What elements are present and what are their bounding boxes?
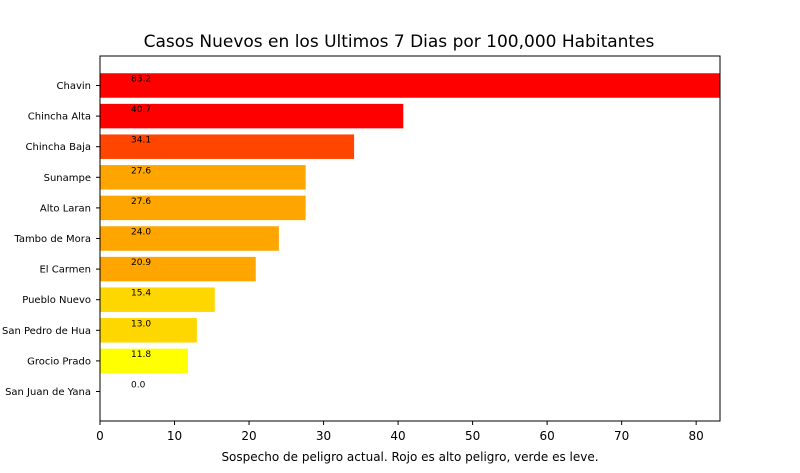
x-axis: 0 10 20 30 40 50 60 70 80 xyxy=(96,421,704,443)
category-label: Chincha Baja xyxy=(26,142,91,153)
x-tick-label: 30 xyxy=(316,429,331,443)
chart-title: Casos Nuevos en los Ultimos 7 Dias por 1… xyxy=(144,32,655,52)
category-label: San Juan de Yana xyxy=(5,387,91,398)
category-label: Chincha Alta xyxy=(28,112,91,123)
bars-group xyxy=(100,73,720,374)
data-label: 11.8 xyxy=(131,350,151,360)
x-axis-label: Sospecho de peligro actual. Rojo es alto… xyxy=(221,450,598,464)
data-label: 34.1 xyxy=(131,136,151,146)
bar xyxy=(100,134,355,159)
bar xyxy=(100,103,404,129)
x-tick-label: 40 xyxy=(390,429,405,443)
x-tick-label: 50 xyxy=(465,429,480,443)
bar xyxy=(100,195,306,221)
category-label: San Pedro de Hua xyxy=(2,326,91,337)
category-label: Alto Laran xyxy=(40,203,91,214)
x-tick-label: 70 xyxy=(614,429,629,443)
bar xyxy=(100,256,256,282)
data-label: 40.7 xyxy=(131,105,151,115)
data-label: 27.6 xyxy=(131,166,151,176)
data-label: 20.9 xyxy=(131,258,151,268)
data-label: 27.6 xyxy=(131,197,151,207)
category-labels: Chavin Chincha Alta Chincha Baja Sunampe Alt… xyxy=(2,81,100,398)
category-label: Chavin xyxy=(57,81,91,92)
x-tick-label: 80 xyxy=(689,429,704,443)
bar xyxy=(100,73,720,98)
x-tick-label: 60 xyxy=(539,429,554,443)
category-label: Pueblo Nuevo xyxy=(22,295,91,306)
x-tick-label: 10 xyxy=(167,429,182,443)
category-label: Sunampe xyxy=(44,173,91,184)
bar xyxy=(100,226,279,251)
x-tick-label: 0 xyxy=(96,429,104,443)
data-label: 24.0 xyxy=(131,228,151,238)
bar xyxy=(100,165,306,190)
bar xyxy=(100,318,197,343)
data-labels: 83.2 40.7 34.1 27.6 27.6 24.0 20.9 15.4 13.0 11.8… xyxy=(131,75,151,391)
category-label: El Carmen xyxy=(39,265,91,276)
category-label: Tambo de Mora xyxy=(13,234,91,245)
data-label: 15.4 xyxy=(131,289,151,299)
bar xyxy=(100,348,188,374)
bar xyxy=(100,287,215,312)
plot-frame xyxy=(99,55,721,422)
data-label: 83.2 xyxy=(131,75,151,85)
data-label: 0.0 xyxy=(131,381,146,391)
category-label: Grocio Prado xyxy=(27,356,91,367)
x-tick-label: 20 xyxy=(241,429,256,443)
data-label: 13.0 xyxy=(131,319,151,329)
